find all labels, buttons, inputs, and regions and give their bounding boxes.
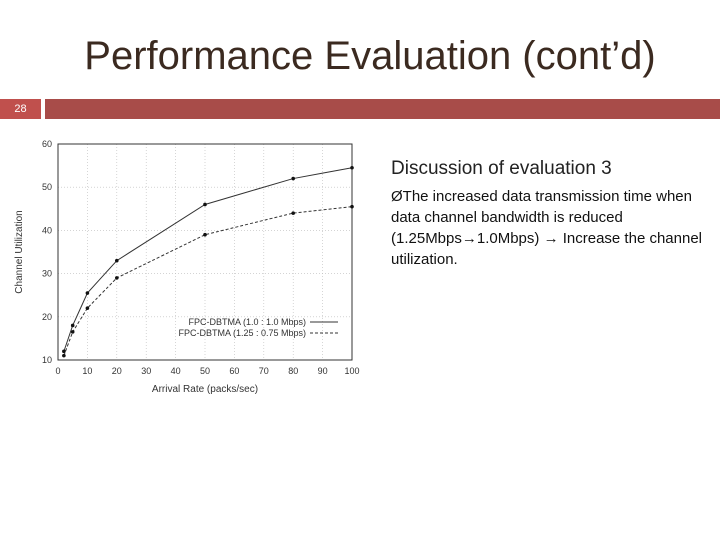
x-tick-label: 10 [82, 366, 92, 376]
plot-frame [57, 143, 353, 361]
series-1-point [62, 349, 66, 354]
series-1-point [203, 202, 207, 207]
x-tick-label: 70 [259, 366, 269, 376]
slide-title: Performance Evaluation (cont’d) [84, 34, 656, 78]
series-1-point [70, 323, 75, 328]
x-tick-label: 40 [171, 366, 181, 376]
bullet-text: The increased data transmission time whe… [391, 188, 702, 268]
legend-label: FPC-DBTMA (1.25 : 0.75 Mbps) [178, 328, 306, 338]
series-2-point [291, 211, 296, 215]
series-2-point [350, 204, 354, 209]
slide-number-badge: 28 [0, 99, 41, 119]
y-tick-label: 60 [42, 139, 52, 149]
x-tick-label: 60 [229, 366, 239, 376]
x-tick-label: 0 [55, 366, 60, 376]
series-1-point [350, 165, 354, 170]
y-tick-label: 30 [42, 269, 52, 279]
y-tick-label: 50 [42, 182, 52, 192]
bullet-arrow-icon: Ø [391, 188, 403, 205]
x-tick-label: 100 [344, 366, 359, 376]
x-axis-label: Arrival Rate (packs/sec) [152, 384, 258, 395]
x-tick-label: 50 [200, 366, 210, 376]
series-2-point [85, 306, 90, 310]
series-1-point [291, 176, 296, 181]
x-tick-label: 20 [112, 366, 122, 376]
y-tick-label: 20 [42, 312, 52, 322]
discussion-block: Discussion of evaluation 3 ØThe increase… [391, 158, 711, 270]
series-2-point [203, 232, 207, 237]
y-tick-label: 10 [42, 355, 52, 365]
x-tick-label: 30 [141, 366, 151, 376]
chart-svg: 0 10 20 30 40 50 60 70 80 90 100102030405060Arriva… [14, 139, 360, 395]
legend-label: FPC-DBTMA (1.0 : 1.0 Mbps) [188, 317, 306, 327]
discussion-bullet: ØThe increased data transmission time wh… [391, 186, 711, 270]
x-tick-label: 90 [318, 366, 328, 376]
series-1-point [115, 258, 119, 263]
series-2-point [115, 276, 119, 280]
utilization-chart: 0 10 20 30 40 50 60 70 80 90 100 10 20 30 40 50 60 Arriva… [0, 130, 370, 405]
x-tick-label: 80 [288, 366, 298, 376]
y-axis-label: Channel Utilization [14, 210, 25, 293]
y-tick-label: 40 [42, 225, 52, 235]
discussion-heading: Discussion of evaluation 3 [391, 158, 612, 179]
series-2-point [70, 330, 75, 334]
series-1-point [85, 291, 90, 295]
series-2-point [62, 353, 66, 358]
title-divider-bar [45, 99, 720, 119]
